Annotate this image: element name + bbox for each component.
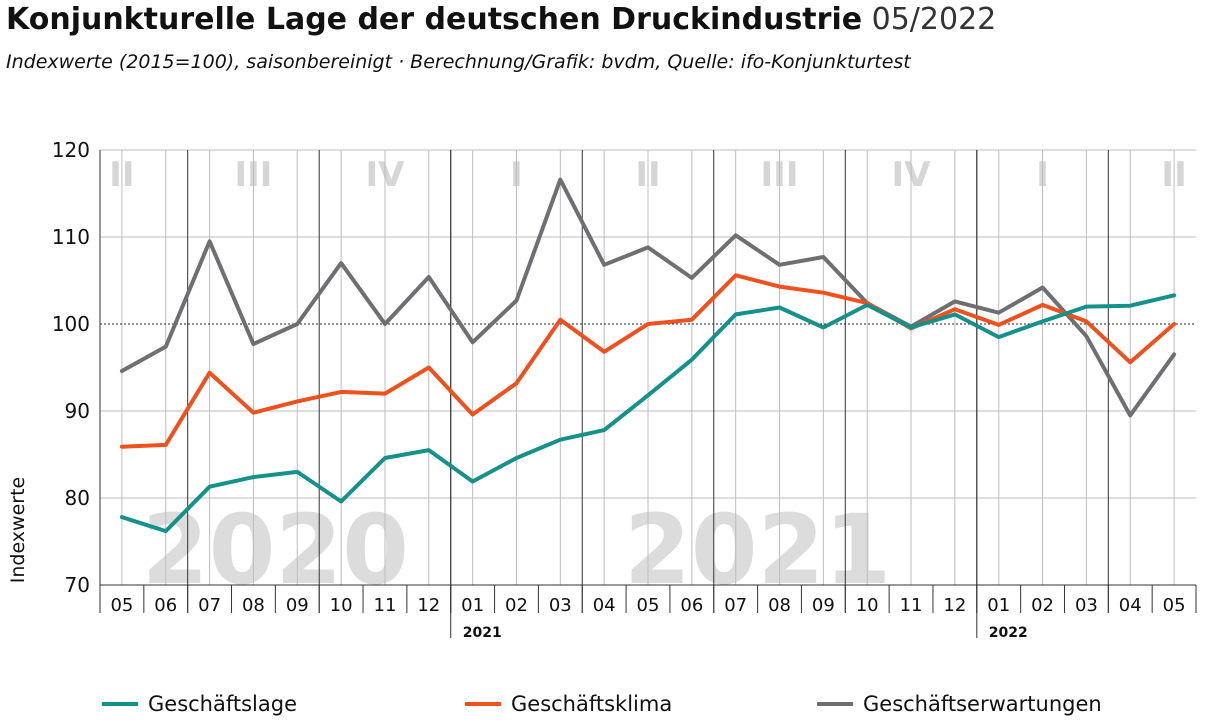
legend-swatch-geschaeftslage: [102, 702, 138, 706]
y-tick-label-90: 90: [65, 399, 90, 423]
x-tick-label-19: 12: [943, 595, 966, 616]
y-tick-label-70: 70: [65, 573, 90, 597]
x-tick-label-20: 01: [987, 595, 1010, 616]
x-tick-label-11: 04: [593, 595, 616, 616]
y-tick-label-80: 80: [65, 486, 90, 510]
x-tick-label-23: 04: [1119, 595, 1142, 616]
legend-swatch-geschaeftserwartungen: [817, 702, 853, 706]
legend: Geschäftslage Geschäftsklima Geschäftser…: [0, 692, 1220, 722]
series-line-geschaeftslage: [119, 293, 1177, 534]
y-tick-label-120: 120: [52, 138, 90, 162]
chart-subtitle: Indexwerte (2015=100), saisonbereinigt ·…: [6, 51, 911, 73]
x-tick-label-13: 06: [680, 595, 703, 616]
x-tick-label-18: 11: [900, 595, 923, 616]
y-axis-label: Indexwerte: [7, 477, 29, 584]
y-tick-label-110: 110: [52, 225, 90, 249]
x-tick-label-22: 03: [1075, 595, 1098, 616]
legend-swatch-geschaeftsklima: [465, 702, 501, 706]
legend-item-geschaeftslage: Geschäftslage: [102, 692, 297, 716]
x-tick-label-10: 03: [549, 595, 572, 616]
x-tick-label-14: 07: [724, 595, 747, 616]
x-tick-label-24: 05: [1163, 595, 1186, 616]
legend-item-geschaeftsklima: Geschäftsklima: [465, 692, 672, 716]
series-line-geschaeftsklima: [119, 273, 1177, 449]
x-tick-label-8: 01: [461, 595, 484, 616]
y-tick-label-100: 100: [52, 312, 90, 336]
x-tick-label-4: 09: [286, 595, 309, 616]
legend-label-geschaeftslage: Geschäftslage: [148, 692, 298, 716]
x-tick-label-12: 05: [637, 595, 660, 616]
legend-label-geschaeftserwartungen: Geschäftserwartungen: [863, 692, 1102, 716]
x-tick-label-0: 05: [110, 595, 133, 616]
legend-item-geschaeftserwartungen: Geschäftserwartungen: [817, 692, 1102, 716]
x-tick-label-6: 11: [374, 595, 397, 616]
legend-label-geschaeftsklima: Geschäftsklima: [511, 692, 673, 716]
x-tick-label-21: 02: [1031, 595, 1054, 616]
x-tick-label-9: 02: [505, 595, 528, 616]
x-tick-label-3: 08: [242, 595, 265, 616]
x-tick-label-1: 06: [154, 595, 177, 616]
x-tick-label-5: 10: [330, 595, 353, 616]
chart-title-main: Konjunkturelle Lage der deutschen Drucki…: [6, 2, 863, 37]
x-tick-label-7: 12: [417, 595, 440, 616]
x-tick-label-15: 08: [768, 595, 791, 616]
chart-title-date: 05/2022: [871, 2, 997, 37]
x-tick-label-2: 07: [198, 595, 221, 616]
year-label-2022: 2022: [989, 625, 1028, 641]
chart-title: Konjunkturelle Lage der deutschen Drucki…: [6, 2, 996, 37]
year-label-2021: 2021: [463, 625, 502, 641]
series-line-geschaeftserwartungen: [119, 177, 1177, 418]
x-tick-label-17: 10: [856, 595, 879, 616]
x-tick-label-16: 09: [812, 595, 835, 616]
